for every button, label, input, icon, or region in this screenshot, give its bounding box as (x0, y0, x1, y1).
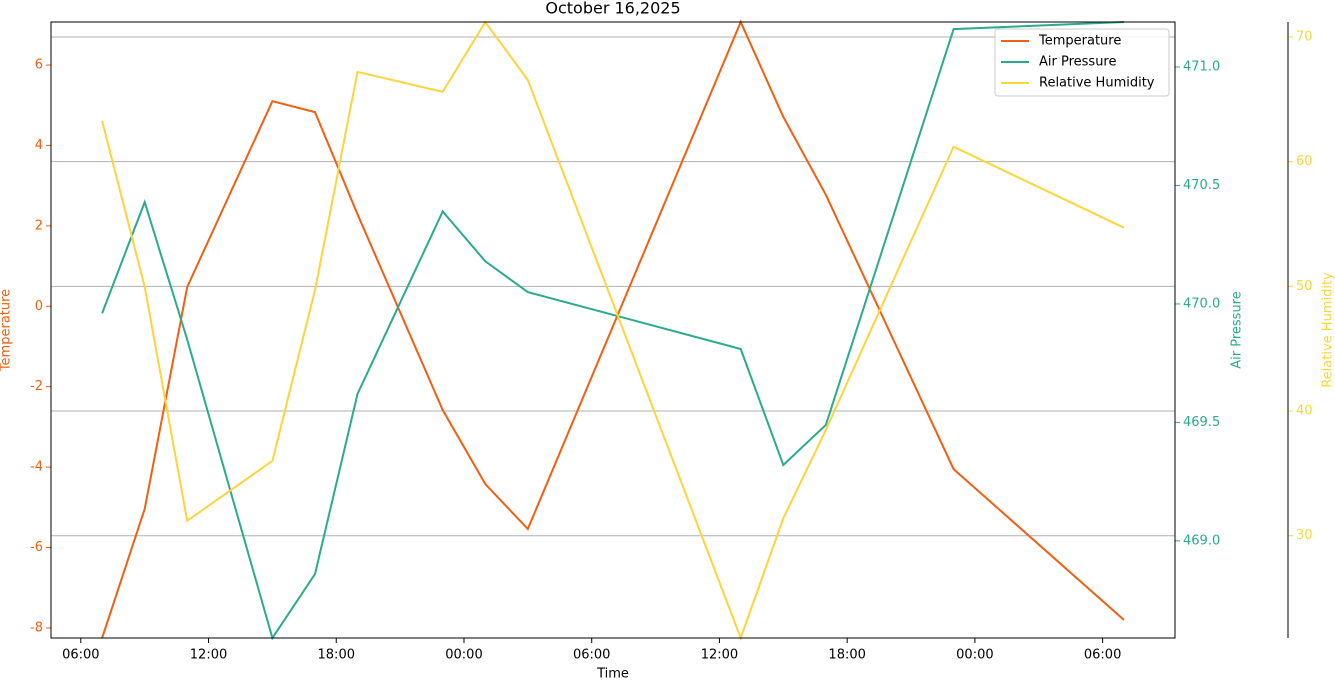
y-axis-label: Temperature (0, 289, 14, 372)
y2-tick-label: 469.5 (1183, 415, 1220, 430)
x-tick-label: 12:00 (701, 648, 738, 663)
y-tick-label: 6 (35, 58, 43, 73)
x-tick-label: 06:00 (62, 648, 99, 663)
x-tick-label: 00:00 (956, 648, 993, 663)
y3-tick-label: 50 (1296, 279, 1313, 294)
y3-tick-label: 70 (1296, 29, 1313, 44)
series-line (101, 21, 1124, 641)
y3-tick-label: 30 (1296, 528, 1313, 543)
y-tick-label: -4 (30, 460, 43, 475)
series-line (101, 20, 1125, 641)
legend-label: Relative Humidity (1039, 76, 1155, 91)
y-tick-label: 4 (35, 138, 43, 153)
x-tick-label: 06:00 (1084, 648, 1121, 663)
y3-tick-label: 40 (1296, 404, 1313, 419)
y2-tick-label: 470.0 (1183, 296, 1220, 311)
legend-label: Temperature (1038, 34, 1121, 49)
x-axis-label: Time (596, 667, 629, 682)
y3-tick-label: 60 (1296, 154, 1313, 169)
x-tick-label: 06:00 (573, 648, 610, 663)
y-tick-label: -2 (30, 379, 43, 394)
y-tick-label: 0 (35, 299, 43, 314)
chart-title: October 16,2025 (545, 0, 680, 18)
y2-tick-label: 469.0 (1183, 533, 1220, 548)
y2-tick-label: 470.5 (1183, 178, 1220, 193)
legend-box (994, 28, 1170, 97)
plot-frame (50, 21, 1176, 639)
y-tick-label: -6 (30, 540, 43, 555)
y-tick-label: -8 (30, 620, 43, 635)
series-line (101, 19, 1125, 639)
y2-axis-label: Air Pressure (1230, 291, 1245, 369)
x-tick-label: 18:00 (318, 648, 355, 663)
x-tick-label: 00:00 (445, 648, 482, 663)
x-tick-label: 18:00 (828, 648, 865, 663)
legend-label: Air Pressure (1039, 55, 1117, 70)
y-tick-label: 2 (35, 218, 43, 233)
x-tick-label: 12:00 (190, 648, 227, 663)
y2-tick-label: 471.0 (1183, 60, 1220, 75)
y3-axis-label: Relative Humidity (1321, 272, 1335, 388)
